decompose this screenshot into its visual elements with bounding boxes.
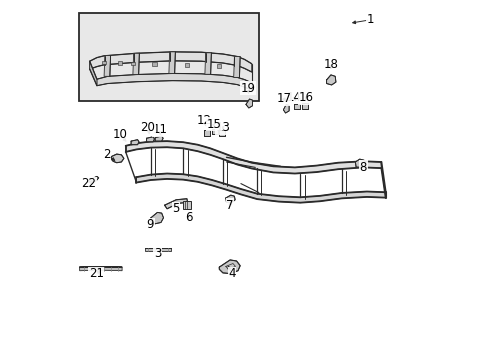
Polygon shape xyxy=(168,52,175,73)
Bar xyxy=(184,63,189,67)
Text: 2: 2 xyxy=(103,148,110,161)
Polygon shape xyxy=(294,104,299,109)
Bar xyxy=(217,64,221,68)
Polygon shape xyxy=(155,136,163,141)
Text: 17: 17 xyxy=(276,93,291,105)
Text: 18: 18 xyxy=(323,58,338,71)
Text: 13: 13 xyxy=(215,121,230,134)
Text: 12: 12 xyxy=(196,114,211,127)
Text: 16: 16 xyxy=(298,91,313,104)
Polygon shape xyxy=(89,61,97,86)
Polygon shape xyxy=(212,129,218,134)
Polygon shape xyxy=(245,99,252,108)
Polygon shape xyxy=(355,159,364,167)
Polygon shape xyxy=(204,53,211,74)
Text: 20: 20 xyxy=(140,121,155,134)
Polygon shape xyxy=(326,75,335,85)
Bar xyxy=(152,62,156,66)
Text: 14: 14 xyxy=(286,91,301,104)
Polygon shape xyxy=(89,176,99,182)
Text: 10: 10 xyxy=(113,129,127,141)
Text: 15: 15 xyxy=(206,118,221,131)
Polygon shape xyxy=(125,141,381,174)
Text: 8: 8 xyxy=(359,161,366,174)
Polygon shape xyxy=(89,52,251,72)
Polygon shape xyxy=(151,212,163,224)
Polygon shape xyxy=(225,195,235,202)
Bar xyxy=(130,62,135,65)
Bar xyxy=(183,201,191,209)
Polygon shape xyxy=(133,53,139,75)
Polygon shape xyxy=(164,199,187,209)
Text: 6: 6 xyxy=(184,211,192,224)
Text: 9: 9 xyxy=(146,219,154,231)
Polygon shape xyxy=(302,103,307,109)
Text: 7: 7 xyxy=(226,199,233,212)
Polygon shape xyxy=(204,130,209,136)
Polygon shape xyxy=(111,154,123,163)
Text: 3: 3 xyxy=(153,247,161,260)
Polygon shape xyxy=(80,267,122,271)
Text: 5: 5 xyxy=(172,202,180,215)
Polygon shape xyxy=(145,248,170,251)
Polygon shape xyxy=(131,140,139,145)
Polygon shape xyxy=(219,260,240,274)
Text: 19: 19 xyxy=(240,82,255,95)
Polygon shape xyxy=(283,104,288,113)
Polygon shape xyxy=(219,130,224,136)
Polygon shape xyxy=(233,57,240,77)
Polygon shape xyxy=(136,174,385,203)
Text: 22: 22 xyxy=(81,177,96,190)
Bar xyxy=(118,61,122,65)
Text: 4: 4 xyxy=(228,267,235,280)
Polygon shape xyxy=(104,55,110,76)
Polygon shape xyxy=(146,137,154,142)
Bar xyxy=(102,61,106,64)
Polygon shape xyxy=(97,73,251,90)
Bar xyxy=(79,13,258,101)
Text: 11: 11 xyxy=(152,123,167,136)
Text: 1: 1 xyxy=(366,13,373,26)
Text: 21: 21 xyxy=(88,267,103,280)
